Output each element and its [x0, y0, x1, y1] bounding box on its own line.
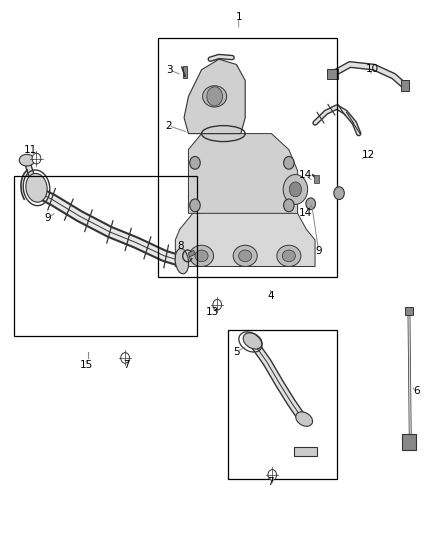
Text: 12: 12	[362, 150, 375, 160]
Circle shape	[207, 87, 223, 106]
Bar	[405, 308, 413, 316]
Ellipse shape	[195, 250, 208, 262]
Ellipse shape	[26, 173, 47, 202]
Bar	[158, 38, 337, 277]
Polygon shape	[184, 59, 245, 134]
Text: 4: 4	[267, 290, 274, 301]
Text: 15: 15	[80, 360, 93, 370]
Text: 7: 7	[267, 477, 274, 487]
Circle shape	[213, 300, 222, 310]
Circle shape	[268, 470, 277, 480]
Text: 11: 11	[24, 144, 37, 155]
Text: 8: 8	[178, 241, 184, 251]
Circle shape	[289, 182, 301, 197]
Text: 9: 9	[45, 213, 51, 223]
Text: 6: 6	[413, 386, 420, 397]
Text: 1: 1	[235, 12, 242, 22]
Text: 9: 9	[315, 246, 322, 255]
Ellipse shape	[203, 86, 226, 107]
Ellipse shape	[277, 245, 301, 266]
Circle shape	[306, 198, 315, 209]
Bar	[327, 69, 338, 79]
Text: 14: 14	[299, 208, 312, 219]
Bar	[228, 330, 337, 479]
Ellipse shape	[243, 333, 262, 349]
Text: 13: 13	[206, 306, 219, 317]
Polygon shape	[175, 203, 315, 266]
Polygon shape	[188, 134, 297, 213]
Bar	[188, 251, 195, 257]
Bar	[314, 174, 318, 182]
Text: 2: 2	[165, 120, 172, 131]
Circle shape	[32, 154, 41, 164]
Ellipse shape	[283, 250, 295, 262]
Bar	[294, 447, 317, 456]
Circle shape	[284, 157, 294, 169]
Bar	[403, 434, 417, 450]
Circle shape	[284, 199, 294, 212]
Bar	[183, 66, 187, 78]
Ellipse shape	[175, 248, 189, 274]
Bar	[401, 80, 410, 91]
Ellipse shape	[296, 412, 313, 426]
Text: 7: 7	[123, 360, 130, 370]
Ellipse shape	[233, 245, 257, 266]
Circle shape	[334, 187, 344, 199]
Text: 14: 14	[299, 170, 312, 180]
Ellipse shape	[190, 245, 214, 266]
Circle shape	[190, 199, 200, 212]
Text: 3: 3	[166, 65, 173, 75]
Circle shape	[283, 174, 307, 204]
Text: 10: 10	[366, 64, 379, 74]
Ellipse shape	[19, 155, 35, 166]
Bar	[14, 176, 197, 336]
Text: 5: 5	[233, 346, 240, 357]
Circle shape	[121, 353, 130, 364]
Circle shape	[190, 157, 200, 169]
Ellipse shape	[239, 250, 252, 262]
